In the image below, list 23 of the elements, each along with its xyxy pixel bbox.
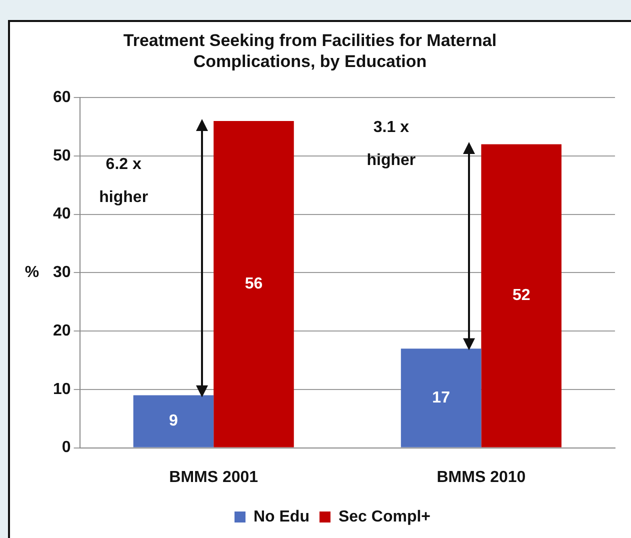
data-label: 17	[432, 389, 450, 406]
annotation: 6.2 x higher	[99, 156, 148, 206]
y-tick-label: 20	[53, 322, 71, 340]
data-label: 56	[244, 276, 263, 293]
data-label: 52	[512, 287, 530, 304]
chart-title: Treatment Seeking from Facilities for Maternal Complications, by Education	[122, 30, 498, 72]
y-tick-label: 10	[53, 380, 71, 398]
x-tick-label: BMMS 2001	[169, 468, 258, 486]
bar	[133, 395, 214, 448]
bar	[400, 348, 482, 448]
y-tick-label: 50	[53, 147, 71, 164]
y-tick-label: 30	[53, 264, 71, 282]
data-label: 9	[169, 412, 178, 430]
x-tick-label: BMMS 2010	[436, 468, 526, 486]
y-axis-title: %	[24, 264, 40, 282]
y-tick-label: 60	[53, 89, 71, 106]
bar	[481, 144, 562, 448]
bar	[214, 120, 294, 448]
y-tick-label: 0	[62, 439, 71, 456]
annotation: 3.1 x higher	[366, 119, 416, 170]
legend-label: No Edu	[253, 508, 310, 526]
y-tick-label: 40	[53, 206, 71, 223]
legend-label: Sec Compl+	[338, 508, 431, 526]
